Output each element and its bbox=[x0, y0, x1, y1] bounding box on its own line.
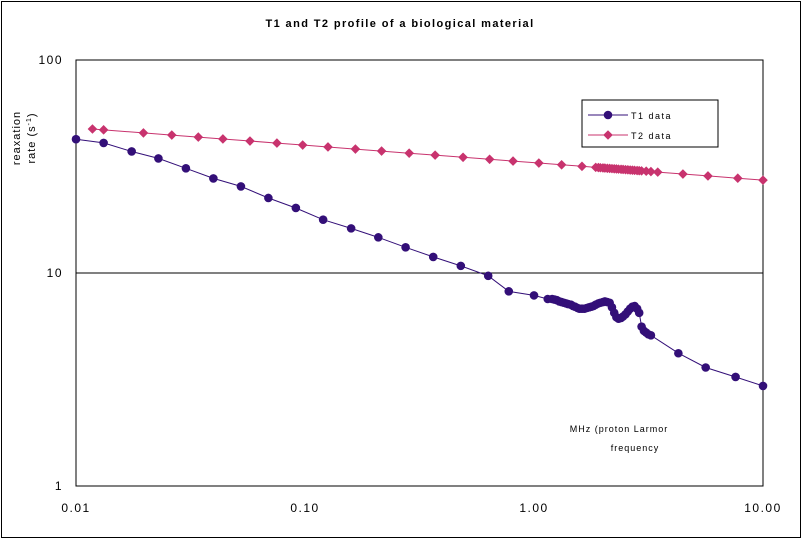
data-point bbox=[430, 150, 440, 160]
x-tick-label: 0.10 bbox=[290, 501, 319, 515]
data-point bbox=[401, 243, 410, 252]
data-point bbox=[350, 144, 361, 154]
data-point bbox=[87, 124, 98, 134]
x-tick-label: 1.00 bbox=[519, 501, 548, 515]
legend-item: T2 data bbox=[588, 130, 672, 141]
data-point bbox=[701, 363, 710, 372]
data-point bbox=[646, 166, 656, 177]
data-point bbox=[758, 175, 768, 185]
data-point bbox=[138, 128, 149, 138]
data-point bbox=[346, 224, 356, 233]
x-tick-label: 10.00 bbox=[744, 501, 782, 515]
y-axis-label-prefix: rate (s bbox=[26, 125, 38, 163]
y-axis-ticks: 1 10 100 bbox=[38, 53, 63, 493]
annotation-line2: frequency bbox=[611, 443, 660, 453]
legend-marker bbox=[603, 130, 613, 140]
data-point bbox=[264, 193, 273, 203]
data-point bbox=[323, 142, 333, 152]
series-layer bbox=[71, 124, 768, 391]
data-point bbox=[678, 169, 688, 179]
data-point bbox=[428, 252, 438, 262]
data-point bbox=[636, 166, 647, 176]
data-point bbox=[404, 148, 414, 158]
data-point bbox=[529, 291, 539, 300]
data-point bbox=[193, 132, 204, 142]
y-tick-label: 100 bbox=[38, 53, 63, 67]
data-point bbox=[483, 271, 493, 281]
series-2 bbox=[87, 124, 768, 185]
data-point bbox=[652, 167, 663, 177]
data-point bbox=[181, 164, 191, 173]
series-1 bbox=[71, 134, 768, 391]
y-axis-label: reaxation rate (s-1) bbox=[11, 111, 38, 165]
data-point bbox=[674, 348, 683, 358]
x-axis-ticks: 0.01 0.10 1.00 10.00 bbox=[61, 501, 782, 515]
data-point bbox=[646, 330, 656, 340]
data-point bbox=[504, 287, 514, 296]
data-point bbox=[154, 154, 163, 163]
data-point bbox=[71, 134, 81, 144]
data-point bbox=[508, 156, 518, 166]
data-point bbox=[484, 154, 495, 165]
annotation: MHz (proton Larmor frequency bbox=[570, 424, 669, 453]
legend-item: T1 data bbox=[588, 110, 672, 121]
y-axis-label-line1: reaxation bbox=[11, 111, 23, 165]
legend-box bbox=[581, 99, 719, 148]
data-point bbox=[236, 182, 246, 191]
data-point bbox=[556, 159, 567, 170]
data-point bbox=[731, 372, 740, 382]
data-point bbox=[166, 130, 177, 140]
y-tick-label: 1 bbox=[55, 479, 63, 493]
data-point bbox=[218, 134, 228, 144]
data-point bbox=[374, 233, 383, 242]
data-point bbox=[458, 152, 468, 163]
data-point bbox=[634, 308, 644, 318]
data-point bbox=[376, 146, 387, 156]
y-axis-label-superscript: -1 bbox=[26, 117, 33, 125]
annotation-line1: MHz (proton Larmor bbox=[570, 424, 669, 434]
data-point bbox=[99, 138, 108, 148]
data-point bbox=[703, 171, 713, 181]
data-point bbox=[127, 147, 136, 156]
data-point bbox=[245, 136, 255, 146]
data-point bbox=[456, 261, 466, 271]
y-axis-label-line2: rate (s-1) bbox=[26, 112, 38, 163]
legend-label: T1 data bbox=[631, 111, 672, 121]
data-point bbox=[577, 161, 587, 172]
data-point bbox=[98, 125, 109, 135]
legend: T1 data T2 data bbox=[581, 99, 719, 148]
data-point bbox=[732, 173, 743, 184]
data-point bbox=[209, 174, 218, 183]
data-point bbox=[272, 138, 282, 148]
x-tick-label: 0.01 bbox=[61, 501, 90, 515]
y-tick-label: 10 bbox=[47, 266, 63, 280]
legend-label: T2 data bbox=[631, 131, 672, 141]
chart-title: T1 and T2 profile of a biological materi… bbox=[265, 18, 534, 30]
legend-marker bbox=[603, 110, 613, 120]
data-point bbox=[534, 158, 544, 168]
y-axis-label-suffix: ) bbox=[26, 112, 38, 117]
data-point bbox=[318, 215, 328, 224]
data-point bbox=[297, 140, 308, 150]
data-point bbox=[291, 203, 301, 213]
data-point bbox=[758, 381, 768, 391]
